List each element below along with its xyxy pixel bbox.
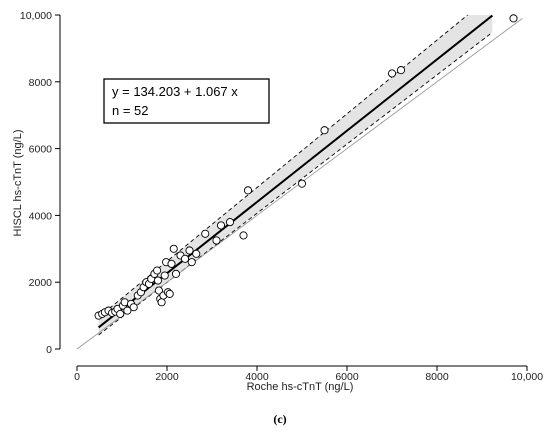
annotation-box [103,78,270,124]
data-point [297,179,307,188]
data-point [212,236,221,245]
data-point [187,258,196,267]
panel-label: (c) [273,412,286,426]
data-point [396,66,406,75]
y-tick-label: 4000 [29,210,53,222]
data-point [157,298,166,307]
data-points [94,14,518,320]
data-point [169,244,178,253]
data-point [129,303,138,312]
data-point [201,229,210,238]
n-text: n = 52 [112,103,149,118]
x-tick-label: 6000 [335,371,359,383]
x-tick-label: 8000 [425,371,449,383]
data-point [116,309,125,318]
data-point [171,269,181,278]
y-tick-label: 8000 [29,77,53,89]
data-point [192,249,201,258]
x-tick-label: 0 [74,371,80,383]
upper-confidence-line [98,14,468,318]
equation-text: y = 134.203 + 1.067 x [112,84,238,99]
data-point [180,254,190,263]
data-point [243,186,253,195]
data-point [320,126,329,135]
regression-annotation: y = 134.203 + 1.067 x n = 52 [103,78,270,124]
data-point [185,246,194,255]
data-point [239,231,248,240]
y-tick-label: 6000 [29,144,53,156]
data-point [153,266,162,275]
data-point [216,221,226,230]
y-tick-label: 10,000 [20,10,52,22]
y-axis-ticks: 0 2000 4000 6000 8000 10,000 [20,10,60,356]
lower-confidence-line [98,32,493,336]
data-point [154,286,163,295]
y-axis-label: HISCL hs-cTnT (ng/L) [12,130,24,237]
data-point [167,259,176,268]
data-point [225,218,235,227]
data-point [160,271,169,280]
data-point [509,14,518,23]
data-point [387,69,397,78]
data-point [153,276,163,285]
x-tick-label: 10,000 [511,371,543,383]
x-tick-label: 2000 [155,371,179,383]
y-tick-label: 2000 [29,277,53,289]
x-axis-ticks: 0 2000 4000 6000 8000 10,000 [74,366,543,383]
x-axis-label: Roche hs-cTnT (ng/L) [247,381,354,393]
axes [59,15,527,367]
y-tick-label: 0 [46,344,52,356]
data-point [165,289,174,298]
data-point [123,306,132,315]
x-tick-label: 4000 [245,371,269,383]
